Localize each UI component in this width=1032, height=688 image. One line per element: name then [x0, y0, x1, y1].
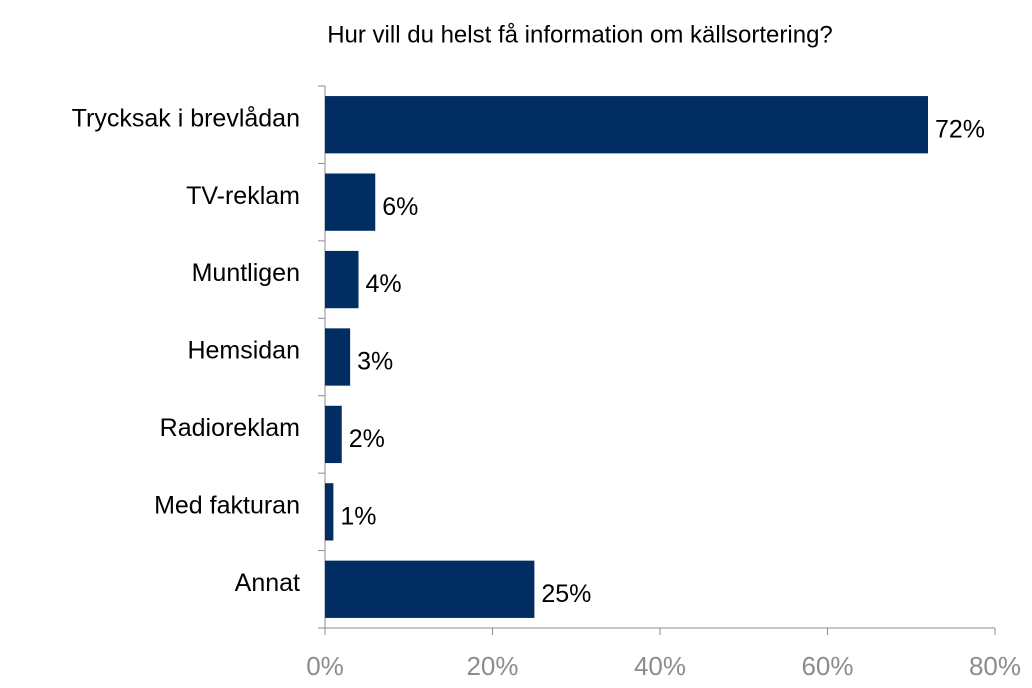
value-label: 2%	[349, 425, 385, 453]
value-label: 3%	[357, 348, 393, 376]
y-tick-label: Muntligen	[192, 259, 300, 287]
y-tick-label: Trycksak i brevlådan	[72, 104, 300, 132]
value-label: 4%	[366, 270, 402, 298]
bar	[325, 96, 928, 154]
chart-title: Hur vill du helst få information om käll…	[327, 21, 833, 48]
y-tick-label: Hemsidan	[187, 337, 300, 365]
bar	[325, 405, 342, 464]
bar	[325, 483, 334, 541]
y-tick-label: TV-reklam	[186, 182, 300, 210]
value-label: 1%	[340, 502, 376, 530]
x-tick-label: 60%	[801, 651, 853, 681]
bar	[325, 560, 535, 618]
bar	[325, 250, 359, 309]
y-tick-label: Radioreklam	[160, 414, 300, 442]
bar	[325, 173, 376, 231]
value-label: 72%	[935, 115, 985, 143]
bar	[325, 328, 351, 386]
x-tick-label: 40%	[634, 651, 686, 681]
x-tick-label: 80%	[969, 651, 1021, 681]
y-tick-label: Annat	[235, 569, 300, 597]
x-tick-label: 20%	[466, 651, 518, 681]
y-tick-label: Med fakturan	[154, 491, 300, 519]
value-label: 6%	[382, 193, 418, 221]
value-label: 25%	[541, 580, 591, 608]
x-tick-label: 0%	[306, 651, 344, 681]
